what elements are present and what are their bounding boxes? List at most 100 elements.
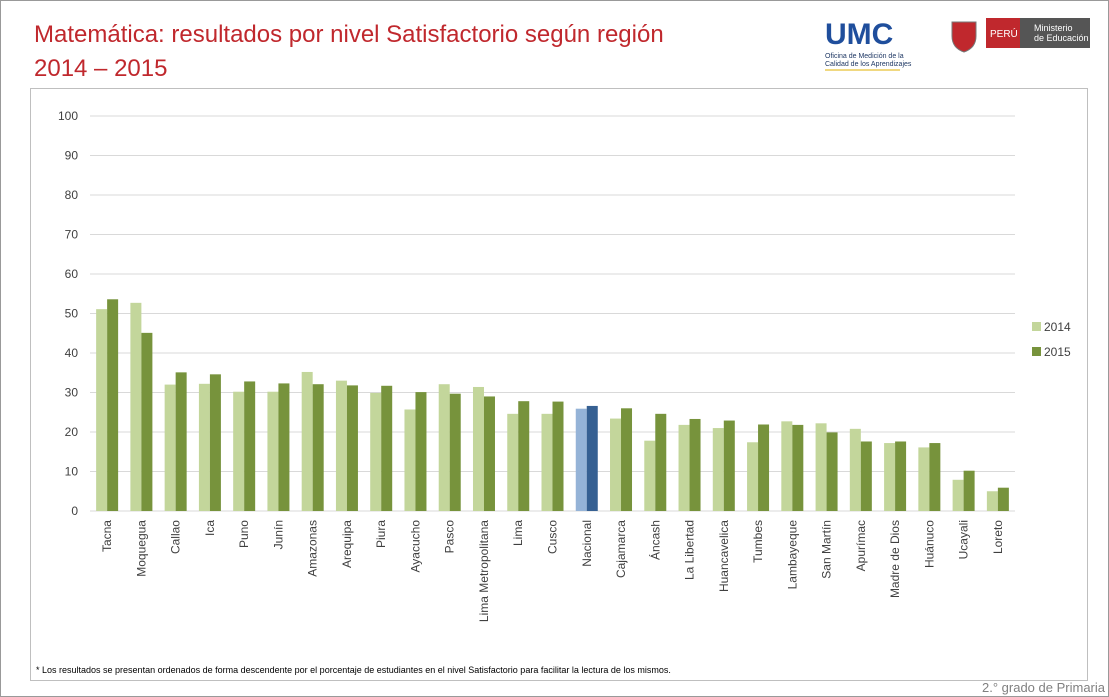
y-tick-label: 80 [65, 188, 79, 202]
x-tick-label: Moquegua [134, 520, 148, 577]
x-tick-label: Ayacucho [408, 520, 422, 573]
bar [518, 401, 530, 511]
y-tick-label: 30 [65, 386, 79, 400]
bar [792, 424, 804, 511]
ministry: Ministerio [1034, 23, 1073, 33]
bar [209, 374, 221, 511]
footer: 2.° grado de Primaria [982, 680, 1106, 695]
bar [586, 405, 598, 511]
country: PERÚ [990, 27, 1018, 40]
bar [404, 409, 416, 511]
x-tick-label: La Libertad [683, 520, 697, 580]
bar [278, 383, 290, 511]
coat-of-arms [951, 21, 977, 53]
bar [918, 447, 930, 511]
logo-umc: UMC [825, 18, 893, 51]
bar [507, 413, 519, 511]
bar [335, 380, 347, 511]
logo-office: Calidad de los Aprendizajes [825, 61, 912, 68]
bar [164, 384, 176, 511]
bar [621, 408, 633, 511]
x-tick-label: Pasco [443, 520, 457, 554]
bar [301, 371, 313, 511]
x-tick-label: Huánuco [922, 520, 936, 568]
x-tick-label: Loreto [991, 520, 1005, 554]
country-box [986, 18, 1020, 48]
x-tick-label: Junín [271, 520, 285, 549]
legend-swatch [1032, 322, 1041, 331]
bar [483, 396, 495, 511]
bar [244, 381, 256, 511]
bar [929, 443, 941, 511]
y-tick-label: 100 [58, 109, 78, 123]
x-tick-label: Amazonas [306, 520, 320, 577]
bar [552, 401, 564, 511]
x-tick-label: Ucayali [957, 520, 971, 559]
x-tick-label: San Martín [820, 520, 834, 579]
x-tick-label: Ica [203, 520, 217, 536]
bar [997, 487, 1009, 511]
chart-frame [30, 88, 1088, 681]
bar [130, 302, 142, 511]
y-tick-label: 60 [65, 267, 79, 281]
ministry: de Educación [1034, 33, 1089, 43]
y-tick-label: 10 [65, 465, 79, 479]
legend-label: 2014 [1044, 320, 1071, 334]
y-tick-label: 50 [65, 307, 79, 321]
bar [370, 392, 382, 511]
y-tick-label: 20 [65, 425, 79, 439]
bar [986, 491, 998, 511]
bar [747, 442, 759, 511]
bar [826, 432, 838, 511]
x-tick-label: Puno [237, 520, 251, 548]
x-tick-label: Lambayeque [785, 520, 799, 590]
ministry-box [1020, 18, 1090, 48]
bar [381, 385, 393, 511]
bar [712, 428, 724, 511]
bar [312, 384, 324, 511]
bar [438, 384, 450, 511]
bar [541, 413, 553, 511]
x-tick-label: Huancavelica [717, 520, 731, 592]
bar [895, 441, 907, 511]
bar [449, 393, 461, 511]
y-tick-label: 40 [65, 346, 79, 360]
bar [963, 470, 975, 511]
x-tick-label: Tumbes [751, 520, 765, 563]
chart-title: Matemática: resultados por nivel Satisfa… [34, 21, 664, 48]
bar [175, 372, 187, 511]
logo-office: Oficina de Medición de la [825, 53, 904, 60]
bar [233, 391, 245, 511]
footnote: * Los resultados se presentan ordenados … [36, 665, 671, 675]
bar [610, 418, 622, 511]
bar [952, 479, 964, 511]
y-tick-label: 70 [65, 228, 79, 242]
bar [781, 421, 793, 511]
bar [758, 424, 770, 511]
x-tick-label: Cusco [546, 520, 560, 554]
bar [96, 309, 108, 511]
x-tick-label: Piura [374, 520, 388, 548]
bar [346, 385, 358, 511]
bar [884, 443, 896, 511]
bar [415, 392, 427, 511]
bar [678, 424, 690, 511]
bar [723, 420, 735, 511]
x-tick-label: Tacna [100, 520, 114, 552]
bar [860, 441, 872, 511]
bar [267, 391, 279, 511]
legend-swatch [1032, 347, 1041, 356]
x-tick-label: Áncash [647, 520, 662, 560]
legend-label: 2015 [1044, 345, 1071, 359]
x-tick-label: Madre de Dios [888, 520, 902, 598]
chart-subtitle: 2014 – 2015 [34, 55, 167, 82]
bar [107, 299, 119, 511]
bar [644, 440, 656, 511]
x-tick-label: Apurímac [854, 520, 868, 571]
bar [849, 428, 861, 511]
bar [815, 423, 827, 511]
x-tick-label: Lima Metropolitana [477, 520, 491, 622]
x-tick-label: Lima [511, 520, 525, 546]
y-tick-label: 0 [71, 504, 78, 518]
